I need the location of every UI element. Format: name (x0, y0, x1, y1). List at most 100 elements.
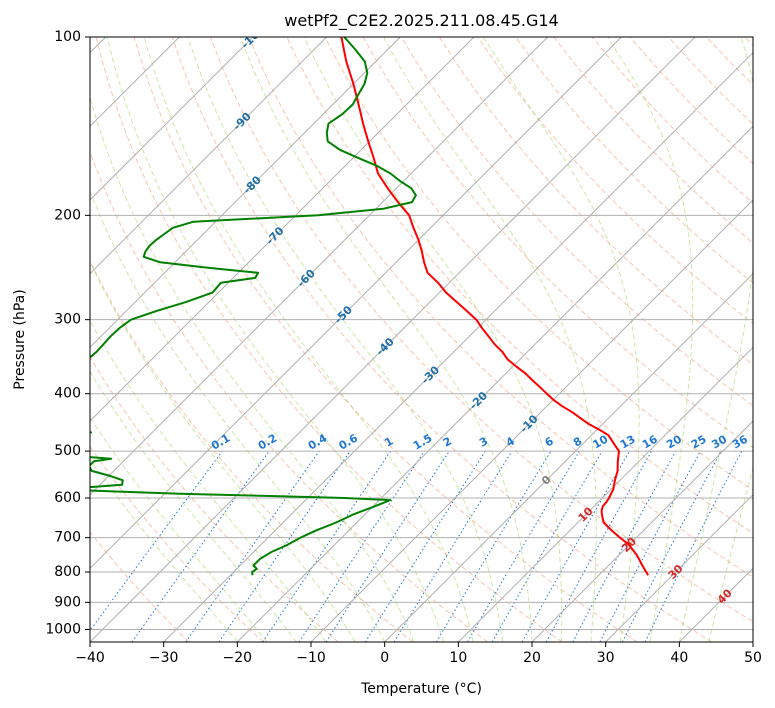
mixing-ratio-label: 6 (543, 434, 556, 449)
dry-adiabat-line (171, 37, 712, 642)
isotherm-line (384, 272, 753, 642)
isotherm-line (90, 37, 622, 570)
moist-adiabat-line (90, 189, 386, 642)
mixing-ratio-line (131, 450, 270, 642)
isotherm-line (531, 420, 753, 642)
moist-adiabat-line (90, 260, 356, 642)
isotherm-line (752, 641, 753, 642)
mixing-ratio-line (545, 450, 653, 642)
mixing-ratio-label: 1 (382, 435, 395, 450)
x-tick-label: −20 (223, 650, 253, 666)
isotherm-line (678, 567, 753, 642)
plot-frame (89, 36, 754, 643)
dry-adiabat-line (248, 37, 753, 578)
moist-adiabat-line (607, 37, 694, 642)
y-axis-label: Pressure (hPa) (12, 289, 28, 389)
isotherm-line (90, 37, 696, 642)
plot-area: 0.1 0.2 0.4 0.6 1 1.5 2 3 4 6 8 10 13 16 20 25 30 36-100-… (90, 37, 753, 642)
sounding-series (90, 37, 649, 576)
dry-adiabat-line (668, 37, 753, 125)
dry-adiabat-line (744, 37, 753, 47)
mixing-ratio-line (185, 450, 320, 642)
isotherm-line (90, 37, 549, 496)
moist-adiabat-line (383, 37, 597, 642)
dry-adiabat-line (400, 37, 753, 407)
pressure-gridlines (90, 37, 753, 630)
dry-adiabat-line (133, 37, 638, 642)
moist-adiabat-line (678, 37, 753, 642)
x-axis-label: Temperature (°C) (360, 681, 482, 697)
moist-adiabats (90, 37, 753, 642)
mixing-ratio-label: 25 (689, 433, 709, 452)
x-tick-label: 20 (523, 650, 541, 666)
isotherms (90, 37, 753, 642)
dry-adiabat-line (90, 445, 264, 642)
mixing-ratio-label: 30 (709, 432, 729, 451)
line-labels: 0.1 0.2 0.4 0.6 1 1.5 2 3 4 6 8 10 13 16 20 25 30 36-100-… (209, 37, 750, 607)
x-tick-label: 50 (744, 650, 762, 666)
mixing-ratio-label: 0.4 (306, 431, 330, 452)
y-tick-label: 600 (54, 490, 81, 506)
isotherm-line (163, 51, 753, 642)
x-tick-label: −40 (75, 650, 105, 666)
dry-adiabat-line (90, 259, 414, 642)
mixing-ratio-line (298, 450, 425, 642)
mixing-ratio-line (644, 450, 743, 642)
dry-adiabat-line (95, 37, 563, 642)
mixing-ratio-line (467, 450, 580, 642)
chart-title: wetPf2_C2E2.2025.211.08.45.G14 (284, 11, 558, 31)
x-tick-label: 40 (670, 650, 688, 666)
moist-adiabat-line (482, 37, 640, 642)
x-axis: −40 −30 −20 −10 0 10 20 30 40 50 (75, 642, 762, 666)
y-tick-label: 100 (54, 29, 81, 45)
isotherm-line (90, 37, 328, 275)
x-tick-label: 10 (449, 650, 467, 666)
mixing-ratio-line (90, 450, 223, 632)
series-line-temperature (340, 37, 649, 576)
dry-adiabat-line (706, 37, 753, 86)
y-tick-label: 1000 (45, 621, 81, 637)
x-tick-label: −10 (296, 650, 326, 666)
mixing-ratio-line (218, 450, 351, 642)
moist-adiabat-line (303, 37, 563, 642)
y-tick-label: 200 (54, 207, 81, 223)
isotherm-line (310, 199, 753, 642)
mixing-ratio-line (572, 450, 677, 642)
isotherm-line (605, 493, 753, 642)
y-tick-label: 800 (54, 564, 81, 580)
mixing-ratio-label: 3 (477, 435, 490, 450)
x-tick-label: −30 (149, 650, 179, 666)
mixing-ratio-label: 36 (730, 432, 750, 451)
mixing-ratio-label: 16 (640, 432, 660, 451)
x-tick-label: 30 (597, 650, 615, 666)
moist-adiabat-line (90, 416, 268, 642)
series-line-dewpoint (90, 37, 417, 576)
mixing-ratio-label: 1.5 (411, 432, 434, 453)
mixing-ratio-line (393, 450, 513, 642)
moist-adiabat-line (106, 37, 445, 642)
dry-adiabat-line (438, 37, 753, 366)
mixing-ratio-line (521, 450, 630, 642)
dry-adiabat-line (90, 150, 488, 642)
mixing-ratio-label: 8 (571, 435, 584, 450)
mixing-ratio-label: 13 (618, 433, 638, 452)
isotherm-line (236, 125, 753, 642)
dry-adiabat-line (90, 531, 190, 642)
moist-adiabat-line (90, 319, 327, 642)
mixing-ratio-line (325, 450, 450, 642)
y-tick-label: 300 (54, 312, 81, 328)
moist-adiabat-line (90, 458, 238, 642)
dry-adiabat-line (210, 37, 753, 623)
mixing-ratio-lines (90, 450, 743, 642)
y-tick-label: 500 (54, 443, 81, 459)
isotherm-line (457, 346, 753, 642)
moist-adiabat-line (143, 37, 474, 642)
y-axis: 100 200 300 400 500 600 700 800 900 1000 (45, 29, 90, 637)
y-tick-label: 700 (54, 530, 81, 546)
dry-adiabat-line (90, 356, 339, 642)
x-tick-label: 0 (380, 650, 389, 666)
isotherm-line (90, 37, 475, 422)
isotherm-line (90, 37, 401, 349)
mixing-ratio-label: 0.1 (209, 432, 232, 453)
